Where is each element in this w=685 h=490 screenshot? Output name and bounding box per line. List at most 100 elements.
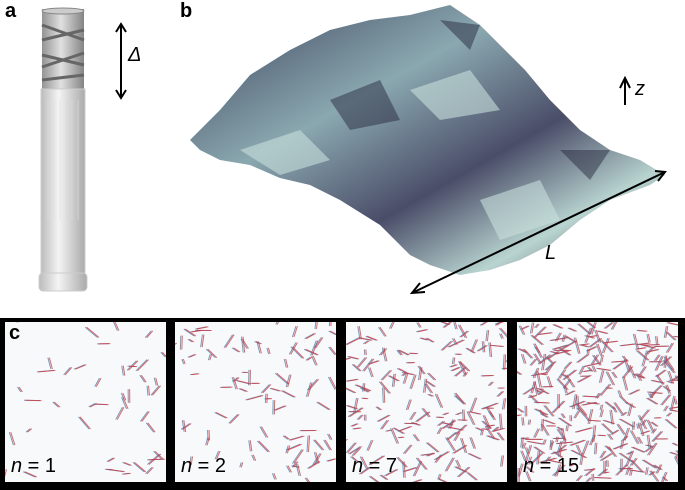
crack-segment bbox=[655, 354, 661, 362]
crack-segment bbox=[356, 384, 372, 392]
crack-segment bbox=[631, 446, 644, 453]
crack-segment bbox=[150, 385, 160, 396]
crack-segment bbox=[522, 354, 527, 364]
crack-segment bbox=[552, 464, 565, 476]
crack-segment bbox=[556, 426, 563, 431]
crack-segment bbox=[600, 409, 604, 418]
crack-segment bbox=[409, 374, 416, 389]
crack-segment bbox=[466, 411, 474, 426]
crack-segment bbox=[328, 433, 333, 440]
crack-segment bbox=[663, 356, 673, 371]
crack-segment bbox=[436, 427, 442, 435]
crack-segment bbox=[327, 376, 336, 390]
crack-segment bbox=[313, 337, 322, 349]
crack-segment bbox=[565, 361, 573, 370]
crack-segment bbox=[537, 388, 544, 390]
crack-segment bbox=[598, 370, 603, 383]
crack-segment bbox=[544, 419, 556, 425]
crack-segment bbox=[106, 457, 114, 462]
delta-label: Δ bbox=[128, 44, 142, 66]
crack-segment bbox=[554, 332, 561, 342]
crack-segment bbox=[547, 376, 553, 388]
crack-segment bbox=[588, 348, 590, 355]
crack-segment bbox=[599, 450, 605, 459]
crack-segment bbox=[379, 326, 387, 337]
crack-segment bbox=[629, 430, 638, 445]
crack-segment bbox=[353, 427, 362, 430]
crack-segment bbox=[458, 360, 469, 372]
crack-segment bbox=[503, 398, 507, 410]
crack-segment bbox=[348, 356, 360, 360]
crack-segment bbox=[553, 400, 566, 414]
crack-segment bbox=[485, 330, 488, 342]
crack-segment bbox=[530, 394, 540, 404]
crack-segment bbox=[403, 372, 415, 376]
crack-segment bbox=[398, 349, 410, 356]
crack-segment bbox=[621, 355, 627, 362]
crack-segment bbox=[526, 471, 532, 482]
crack-segment bbox=[665, 326, 669, 338]
crack-segment bbox=[599, 404, 602, 411]
crack-segment bbox=[152, 385, 162, 396]
crack-segment bbox=[145, 466, 153, 475]
crack-segment bbox=[214, 411, 227, 419]
crack-segment bbox=[440, 340, 452, 351]
crack-segment bbox=[306, 435, 309, 453]
crack-segment bbox=[141, 411, 150, 422]
crack-segment bbox=[627, 364, 635, 379]
crack-segment bbox=[482, 402, 499, 410]
crack-segment bbox=[595, 442, 598, 455]
crack-segment bbox=[530, 358, 538, 366]
crack-segment bbox=[461, 438, 468, 453]
crack-segment bbox=[271, 387, 281, 392]
crack-segment bbox=[644, 467, 648, 475]
crack-segment bbox=[282, 435, 289, 440]
crack-segment bbox=[650, 384, 662, 396]
crack-segment bbox=[384, 469, 397, 477]
n-label: n = 1 bbox=[11, 455, 57, 477]
crack-segment bbox=[673, 376, 678, 381]
crack-segment bbox=[410, 411, 417, 421]
crack-segment bbox=[274, 372, 289, 385]
crack-segment bbox=[618, 390, 623, 397]
crack-segment bbox=[628, 389, 639, 395]
crack-segment bbox=[454, 322, 458, 330]
crack-segment bbox=[520, 325, 528, 330]
crack-segment bbox=[675, 456, 678, 463]
crack-segment bbox=[533, 446, 544, 454]
crack-segment bbox=[347, 442, 357, 454]
crack-segment bbox=[73, 364, 85, 370]
crack-segment bbox=[599, 339, 613, 353]
crack-segment bbox=[437, 478, 447, 482]
crack-segment bbox=[354, 397, 359, 413]
crack-segment bbox=[357, 326, 361, 340]
crack-segment bbox=[590, 434, 596, 446]
z-axis-label: z bbox=[635, 78, 645, 100]
crack-segment bbox=[145, 422, 155, 433]
crack-segment bbox=[466, 472, 477, 481]
crack-segment bbox=[455, 412, 461, 416]
crack-segment bbox=[254, 341, 261, 345]
crack-segment bbox=[605, 445, 613, 451]
crack-segment bbox=[664, 405, 669, 412]
crack-segment bbox=[556, 464, 562, 477]
crack-segment bbox=[592, 354, 600, 365]
crack-segment bbox=[621, 343, 637, 347]
crack-segment bbox=[639, 373, 646, 379]
crack-segment bbox=[665, 412, 671, 417]
crack-segment bbox=[674, 453, 678, 458]
crack-segment bbox=[389, 322, 394, 329]
crack-segment bbox=[187, 338, 193, 343]
crack-segment bbox=[481, 420, 491, 429]
crack-segment bbox=[580, 343, 590, 346]
crack-segment bbox=[185, 328, 197, 337]
crack-segment bbox=[525, 466, 533, 473]
crack-segment bbox=[669, 395, 675, 411]
crack-segment bbox=[17, 386, 22, 393]
crack-segment bbox=[573, 410, 579, 419]
crack-segment bbox=[531, 334, 544, 346]
crack-segment bbox=[412, 422, 421, 426]
crack-segment bbox=[380, 419, 388, 430]
crack-segment bbox=[542, 423, 550, 436]
crack-segment bbox=[231, 347, 239, 353]
